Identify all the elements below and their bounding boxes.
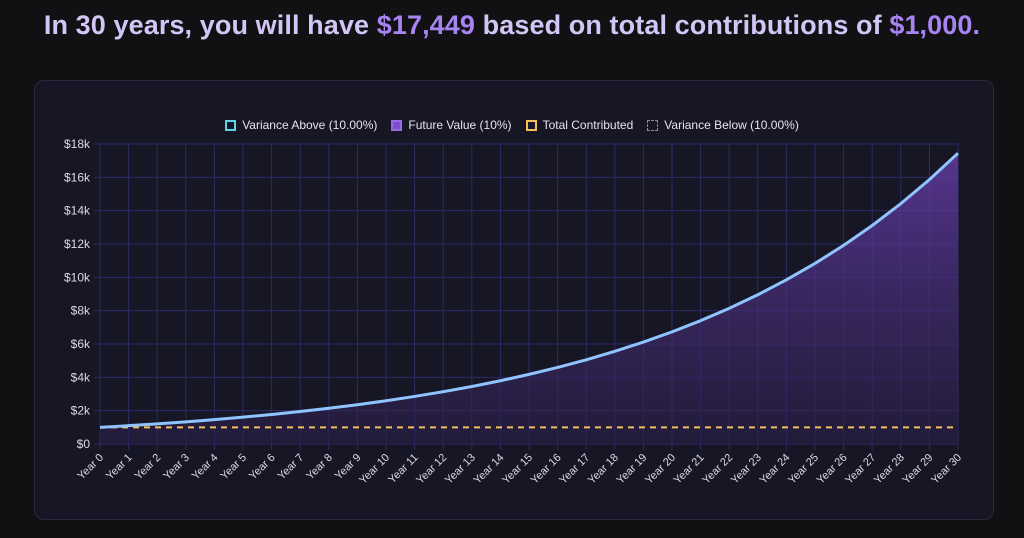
headline: In 30 years, you will have $17,449 based… bbox=[0, 10, 1024, 41]
y-tick-label: $18k bbox=[64, 137, 91, 151]
legend-future-value[interactable]: Future Value (10%) bbox=[391, 118, 512, 132]
x-tick-label: Year 5 bbox=[218, 452, 249, 483]
y-tick-label: $12k bbox=[64, 237, 91, 251]
y-tick-label: $6k bbox=[71, 337, 91, 351]
x-tick-label: Year 12 bbox=[414, 452, 449, 487]
x-tick-label: Year 24 bbox=[757, 452, 792, 487]
y-tick-label: $14k bbox=[64, 204, 91, 218]
legend-variance-above[interactable]: Variance Above (10.00%) bbox=[225, 118, 377, 132]
x-tick-label: Year 3 bbox=[161, 452, 192, 483]
x-tick-label: Year 0 bbox=[75, 452, 106, 483]
x-tick-label: Year 18 bbox=[586, 452, 621, 487]
headline-contributions: $1,000 bbox=[889, 10, 973, 40]
x-tick-label: Year 28 bbox=[872, 452, 907, 487]
y-tick-label: $0 bbox=[77, 437, 91, 451]
x-tick-label: Year 8 bbox=[304, 452, 335, 483]
x-tick-label: Year 7 bbox=[276, 452, 307, 483]
x-tick-label: Year 13 bbox=[443, 452, 478, 487]
y-tick-label: $16k bbox=[64, 170, 91, 184]
headline-suffix: . bbox=[972, 10, 981, 40]
x-tick-label: Year 16 bbox=[529, 452, 564, 487]
y-tick-label: $4k bbox=[71, 370, 91, 384]
future-value-area bbox=[100, 153, 958, 444]
x-tick-label: Year 30 bbox=[929, 452, 964, 487]
x-tick-label: Year 1 bbox=[104, 452, 135, 483]
y-tick-label: $8k bbox=[71, 304, 91, 318]
legend-total-contributed[interactable]: Total Contributed bbox=[525, 118, 634, 132]
x-tick-label: Year 15 bbox=[500, 452, 535, 487]
x-tick-label: Year 14 bbox=[471, 452, 506, 487]
x-tick-label: Year 21 bbox=[672, 452, 707, 487]
x-tick-label: Year 2 bbox=[133, 452, 164, 483]
headline-middle: based on total contributions of bbox=[475, 10, 890, 40]
headline-prefix: In 30 years, you will have bbox=[43, 10, 377, 40]
legend-variance-above-label: Variance Above (10.00%) bbox=[242, 118, 378, 132]
x-tick-label: Year 29 bbox=[900, 452, 935, 487]
x-tick-label: Year 22 bbox=[700, 452, 735, 487]
x-tick-label: Year 11 bbox=[386, 452, 420, 486]
x-tick-label: Year 23 bbox=[729, 452, 764, 487]
x-tick-label: Year 26 bbox=[815, 452, 850, 487]
x-tick-label: Year 17 bbox=[557, 452, 592, 487]
x-tick-label: Year 10 bbox=[357, 452, 392, 487]
y-tick-label: $2k bbox=[71, 404, 91, 418]
headline-future-value: $17,449 bbox=[376, 10, 476, 40]
chart-legend: Variance Above (10.00%) Future Value (10… bbox=[0, 118, 1024, 132]
x-tick-label: Year 20 bbox=[643, 452, 678, 487]
x-tick-label: Year 4 bbox=[190, 452, 221, 483]
total-contributed-swatch-icon bbox=[525, 119, 537, 131]
x-tick-label: Year 27 bbox=[843, 452, 878, 487]
y-axis: $0 $2k $4k $6k $8k $10k $12k $14k $16k $18k bbox=[64, 137, 91, 451]
legend-variance-below-label: Variance Below (10.00%) bbox=[664, 118, 799, 132]
x-tick-label: Year 6 bbox=[247, 452, 278, 483]
legend-future-value-label: Future Value (10%) bbox=[408, 118, 512, 132]
x-tick-label: Year 25 bbox=[786, 452, 821, 487]
variance-below-swatch-icon bbox=[647, 119, 659, 131]
future-value-swatch-icon bbox=[391, 119, 403, 131]
variance-above-swatch-icon bbox=[225, 119, 237, 131]
line-layer bbox=[99, 152, 960, 429]
legend-total-contributed-label: Total Contributed bbox=[542, 118, 634, 132]
area-layer bbox=[100, 153, 958, 444]
future-value-line bbox=[99, 152, 960, 429]
y-tick-label: $10k bbox=[64, 270, 91, 284]
legend-variance-below[interactable]: Variance Below (10.00%) bbox=[647, 118, 799, 132]
x-tick-label: Year 19 bbox=[614, 452, 649, 487]
